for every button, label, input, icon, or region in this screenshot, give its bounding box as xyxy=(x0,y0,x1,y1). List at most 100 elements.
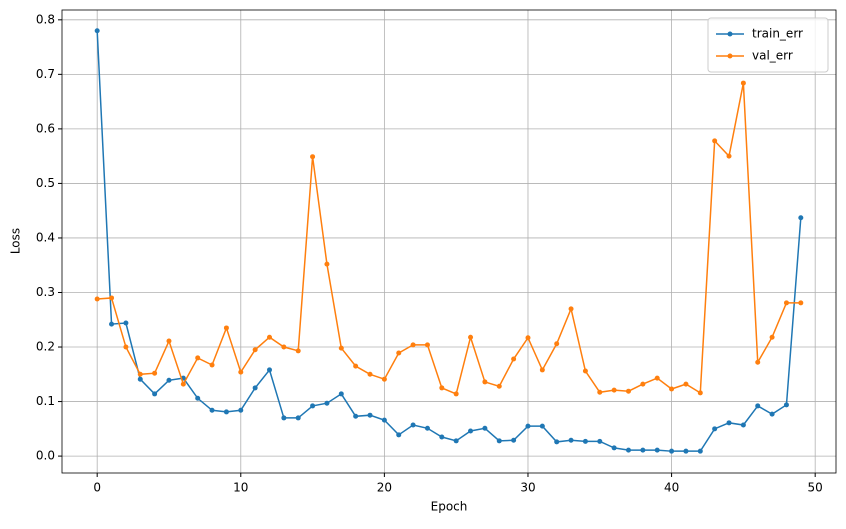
point xyxy=(554,341,560,347)
x-tick-label: 20 xyxy=(377,481,392,495)
point xyxy=(267,367,273,373)
y-tick-label: 0.3 xyxy=(36,285,55,299)
point xyxy=(625,447,631,453)
point xyxy=(769,411,775,417)
legend-box xyxy=(707,17,829,73)
point xyxy=(798,300,804,306)
point xyxy=(683,381,689,387)
x-tick-label: 10 xyxy=(233,481,248,495)
point xyxy=(152,391,158,397)
point xyxy=(267,334,273,340)
point xyxy=(209,407,215,413)
point xyxy=(281,415,287,421)
y-tick-label: 0.5 xyxy=(36,176,55,190)
point xyxy=(324,261,330,267)
x-tick-label: 30 xyxy=(520,481,535,495)
point xyxy=(338,391,344,397)
point xyxy=(468,428,474,434)
point xyxy=(726,420,732,426)
point xyxy=(439,434,445,440)
point xyxy=(554,439,560,445)
point xyxy=(252,347,258,353)
x-tick-label: 50 xyxy=(808,481,823,495)
point xyxy=(511,437,517,443)
legend-marker xyxy=(727,53,733,59)
y-tick-label: 0.4 xyxy=(36,230,55,244)
point xyxy=(396,432,402,438)
point xyxy=(611,387,617,393)
point xyxy=(353,363,359,369)
point xyxy=(195,355,201,361)
series-line xyxy=(97,82,801,395)
point xyxy=(424,425,430,431)
point xyxy=(238,369,244,375)
point xyxy=(611,445,617,451)
point xyxy=(396,350,402,356)
y-tick-label: 0.6 xyxy=(36,121,55,135)
point xyxy=(468,334,474,340)
point xyxy=(453,438,459,444)
point xyxy=(496,383,502,389)
point xyxy=(137,376,143,382)
point xyxy=(755,359,761,365)
y-tick-label: 0.7 xyxy=(36,67,55,81)
point xyxy=(740,422,746,428)
point xyxy=(338,345,344,351)
point xyxy=(439,385,445,391)
point xyxy=(310,403,316,409)
point xyxy=(109,321,115,327)
y-tick-label: 0.1 xyxy=(36,394,55,408)
point xyxy=(123,344,129,350)
point xyxy=(697,448,703,454)
legend-label: val_err xyxy=(752,49,793,63)
point xyxy=(295,348,301,354)
point xyxy=(123,320,129,326)
point xyxy=(511,356,517,362)
point xyxy=(482,425,488,431)
point xyxy=(783,402,789,408)
point xyxy=(539,423,545,429)
point xyxy=(755,403,761,409)
point xyxy=(539,367,545,373)
point xyxy=(496,438,502,444)
y-tick-label: 0.8 xyxy=(36,12,55,26)
point xyxy=(295,415,301,421)
point xyxy=(582,368,588,374)
point xyxy=(769,334,775,340)
point xyxy=(669,448,675,454)
point xyxy=(180,381,186,387)
point xyxy=(654,447,660,453)
plot-frame xyxy=(61,9,837,474)
x-axis-label: Epoch xyxy=(431,500,468,514)
point xyxy=(712,138,718,144)
point xyxy=(798,215,804,221)
point xyxy=(740,80,746,86)
point xyxy=(367,412,373,418)
point xyxy=(482,379,488,385)
point xyxy=(209,362,215,368)
x-tick-label: 40 xyxy=(664,481,679,495)
point xyxy=(252,385,258,391)
point xyxy=(625,388,631,394)
point xyxy=(683,448,689,454)
legend-marker xyxy=(727,31,733,37)
point xyxy=(525,335,531,341)
point xyxy=(568,306,574,312)
point xyxy=(712,426,718,432)
point xyxy=(281,344,287,350)
point xyxy=(166,338,172,344)
point xyxy=(640,381,646,387)
point xyxy=(669,386,675,392)
point xyxy=(568,437,574,443)
point xyxy=(166,377,172,383)
point xyxy=(324,400,330,406)
point xyxy=(367,371,373,377)
point xyxy=(654,375,660,381)
point xyxy=(94,28,100,34)
point xyxy=(783,300,789,306)
y-axis-label: Loss xyxy=(9,228,23,254)
point xyxy=(353,413,359,419)
point xyxy=(152,370,158,376)
